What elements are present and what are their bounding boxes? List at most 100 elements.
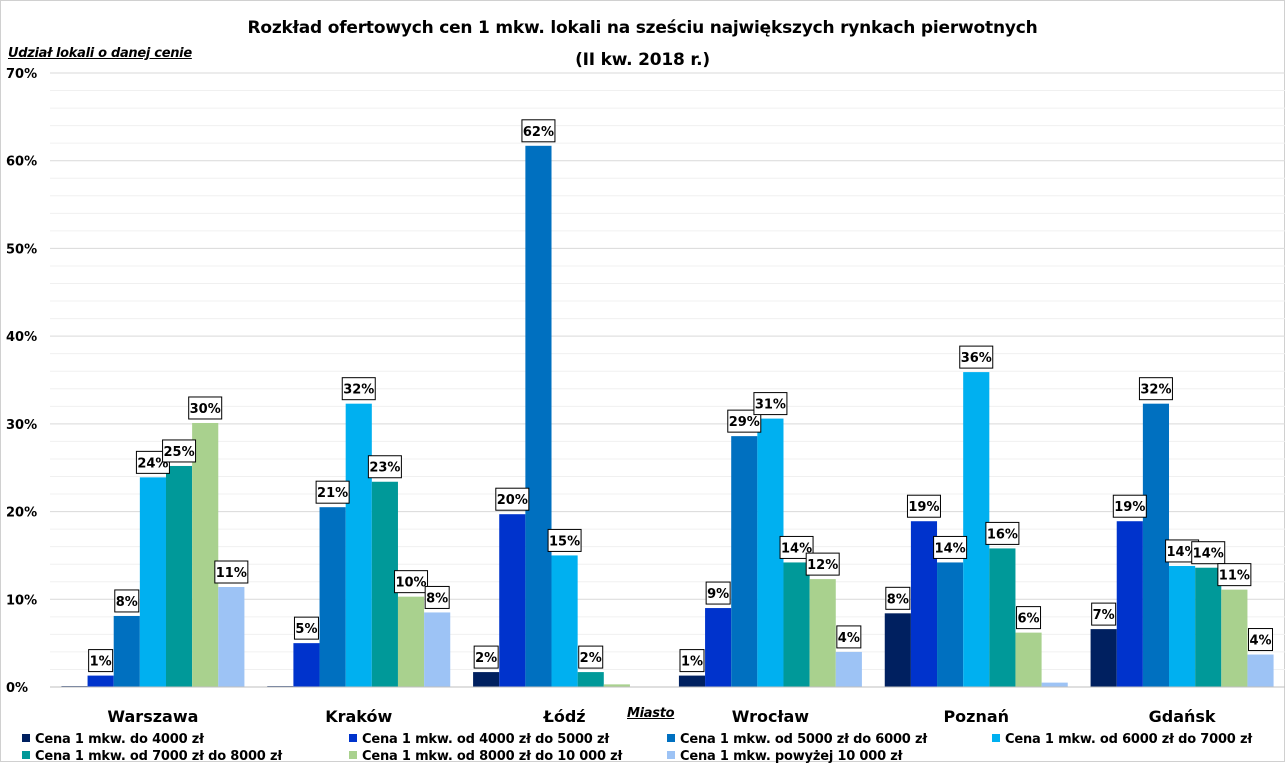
- bar: [1142, 403, 1170, 687]
- bar: [1015, 632, 1042, 687]
- data-label-box: [578, 645, 604, 669]
- legend-swatch: [22, 734, 30, 742]
- bar: [1247, 654, 1274, 687]
- x-tick-label: Kraków: [325, 707, 392, 726]
- data-label-box: [1217, 563, 1252, 587]
- data-label-box: [293, 616, 319, 640]
- data-label: 25%: [163, 445, 194, 460]
- y-tick-label: 70%: [6, 67, 37, 82]
- data-label: 12%: [807, 558, 838, 573]
- bar: [424, 612, 451, 687]
- bar: [1169, 565, 1196, 687]
- legend-swatch: [349, 751, 357, 759]
- data-label-box: [114, 589, 140, 613]
- y-tick-label: 0%: [6, 681, 28, 696]
- data-label-box: [473, 645, 499, 669]
- data-label: 21%: [317, 486, 348, 501]
- data-label: 29%: [729, 415, 760, 430]
- y-tick-label: 40%: [6, 330, 37, 345]
- data-label: 19%: [1114, 500, 1145, 515]
- bar: [1195, 567, 1222, 687]
- data-label-box: [906, 494, 941, 518]
- legend-label: Cena 1 mkw. od 6000 zł do 7000 zł: [1005, 732, 1252, 747]
- data-label: 8%: [426, 591, 448, 606]
- data-label: 14%: [1193, 547, 1224, 562]
- bar: [809, 579, 836, 687]
- data-label: 5%: [295, 622, 317, 637]
- data-label-box: [1191, 541, 1226, 565]
- data-label: 11%: [216, 566, 247, 581]
- data-label-box: [214, 560, 249, 584]
- x-tick-label: Gdańsk: [1149, 707, 1216, 726]
- legend-item: Cena 1 mkw. do 4000 zł: [22, 732, 204, 747]
- bar: [499, 514, 526, 687]
- data-label-box: [367, 455, 402, 479]
- bar: [910, 521, 938, 687]
- data-label: 20%: [497, 493, 528, 508]
- legend-swatch: [992, 734, 1000, 742]
- legend-item: Cena 1 mkw. od 4000 zł do 5000 zł: [349, 732, 609, 747]
- bar: [139, 477, 166, 687]
- bar: [757, 418, 784, 687]
- bar: [678, 675, 706, 687]
- data-label-box: [1016, 606, 1042, 630]
- legend-swatch: [22, 751, 30, 759]
- data-label-box: [88, 649, 114, 673]
- bar: [371, 481, 398, 687]
- y-tick-label: 60%: [6, 155, 37, 170]
- data-label-box: [836, 625, 862, 649]
- bar: [473, 672, 500, 687]
- data-label-box: [162, 439, 197, 463]
- bar: [1090, 629, 1117, 687]
- bar: [705, 608, 732, 687]
- data-label-box: [779, 535, 814, 559]
- data-label: 32%: [1140, 383, 1171, 398]
- data-label-box: [933, 535, 968, 559]
- data-label: 7%: [1093, 608, 1115, 623]
- data-label: 11%: [1219, 569, 1250, 584]
- bar: [165, 465, 193, 687]
- data-label-box: [679, 649, 705, 673]
- bar: [1041, 682, 1068, 687]
- y-tick-label: 10%: [6, 593, 37, 608]
- bar: [783, 562, 810, 687]
- data-label: 10%: [395, 576, 426, 591]
- data-label-box: [341, 377, 376, 401]
- data-label: 62%: [523, 125, 554, 140]
- legend-label: Cena 1 mkw. od 7000 zł do 8000 zł: [35, 749, 282, 764]
- bar: [577, 672, 604, 687]
- x-tick-label: Poznań: [943, 707, 1009, 726]
- data-label: 8%: [887, 592, 909, 607]
- data-label: 1%: [681, 655, 703, 670]
- legend-item: Cena 1 mkw. od 6000 zł do 7000 zł: [992, 732, 1252, 747]
- bar: [603, 684, 630, 687]
- legend-label: Cena 1 mkw. od 8000 zł do 10 000 zł: [362, 749, 623, 764]
- bar: [293, 643, 320, 687]
- data-label: 31%: [755, 398, 786, 413]
- bar: [963, 372, 990, 687]
- data-label-box: [753, 392, 788, 416]
- data-label: 16%: [987, 527, 1018, 542]
- legend-label: Cena 1 mkw. powyżej 10 000 zł: [680, 749, 903, 764]
- bar: [113, 615, 140, 687]
- bar: [319, 507, 346, 687]
- data-label-box: [1138, 377, 1173, 401]
- legend-item: Cena 1 mkw. od 5000 zł do 6000 zł: [667, 732, 927, 747]
- data-label: 4%: [1249, 634, 1271, 649]
- x-tick-label: Warszawa: [107, 707, 198, 726]
- data-label-box: [394, 570, 429, 594]
- data-label: 6%: [1017, 612, 1039, 627]
- chart-title: Rozkład ofertowych cen 1 mkw. lokali na …: [247, 18, 1038, 38]
- legend-label: Cena 1 mkw. od 4000 zł do 5000 zł: [362, 732, 609, 747]
- bar: [551, 555, 578, 687]
- y-axis-label: Udział lokali o danej cenie: [8, 46, 192, 61]
- data-label-box: [805, 552, 840, 576]
- legend-label: Cena 1 mkw. do 4000 zł: [35, 732, 204, 747]
- bar: [937, 562, 964, 687]
- data-label-box: [959, 345, 994, 369]
- data-label-box: [885, 586, 911, 610]
- bar: [1116, 521, 1143, 687]
- y-tick-label: 20%: [6, 506, 37, 521]
- data-label-box: [705, 581, 731, 605]
- data-label: 14%: [1167, 545, 1198, 560]
